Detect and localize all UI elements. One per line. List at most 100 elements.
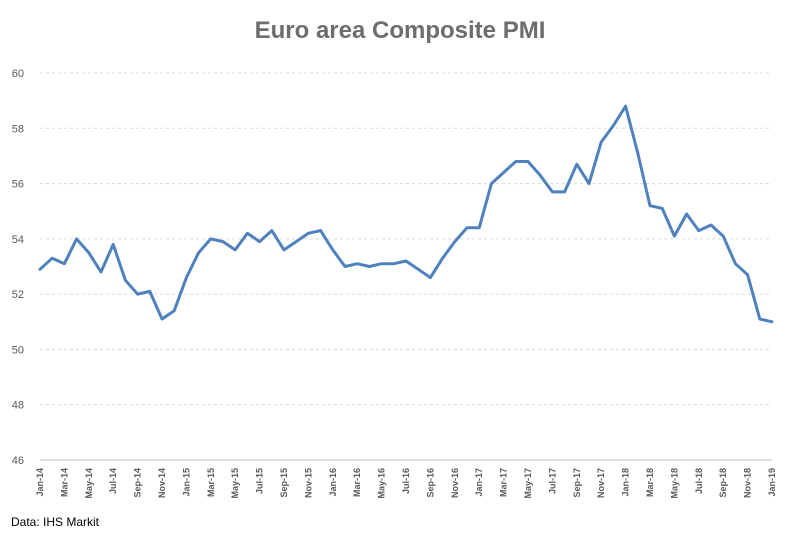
data-point xyxy=(246,232,248,234)
gridlines xyxy=(40,72,772,406)
data-point xyxy=(332,249,334,251)
x-tick-label: May-16 xyxy=(377,468,387,499)
data-point xyxy=(612,125,614,126)
x-tick-label: Nov-16 xyxy=(450,468,460,498)
data-point xyxy=(185,277,187,279)
chart-title: Euro area Composite PMI xyxy=(255,17,546,44)
x-tick-label: Sep-16 xyxy=(425,468,435,498)
y-tick-label: 56 xyxy=(12,179,24,191)
data-point xyxy=(198,252,200,254)
data-point xyxy=(63,263,65,265)
x-tick-label: Sep-17 xyxy=(572,468,582,498)
data-point xyxy=(454,241,456,243)
x-tick-label: Jul-17 xyxy=(547,468,557,494)
series-line xyxy=(38,104,774,324)
data-point xyxy=(515,161,517,162)
x-tick-label: Mar-17 xyxy=(499,468,509,497)
y-tick-label: 60 xyxy=(12,68,24,80)
data-point xyxy=(100,271,102,273)
data-point xyxy=(637,152,639,154)
data-point xyxy=(222,241,224,243)
data-point xyxy=(429,277,431,279)
data-point xyxy=(442,257,444,259)
x-tick-label: May-17 xyxy=(523,468,533,499)
data-point xyxy=(393,263,395,265)
data-point xyxy=(527,161,529,162)
x-tick-label: May-18 xyxy=(669,468,679,499)
data-point xyxy=(76,238,78,240)
x-tick-label: Mar-14 xyxy=(59,468,69,497)
x-tick-label: Jan-14 xyxy=(35,468,45,497)
x-tick-label: Mar-16 xyxy=(352,468,362,497)
data-point xyxy=(88,252,90,254)
data-point xyxy=(381,263,383,265)
data-point xyxy=(368,266,370,267)
data-point xyxy=(161,318,163,320)
x-axis-ticks: Jan-14 Mar-14 May-14 Jul-14 Sep-14 Nov-14 Jan-… xyxy=(35,468,777,499)
y-tick-label: 48 xyxy=(12,400,24,412)
data-point xyxy=(307,232,309,234)
data-point xyxy=(295,241,297,243)
x-tick-label: Jan-15 xyxy=(181,468,191,497)
data-point xyxy=(649,205,651,207)
y-tick-label: 46 xyxy=(12,455,24,467)
series-group xyxy=(38,104,774,324)
x-tick-label: Jul-18 xyxy=(694,468,704,494)
y-tick-label: 50 xyxy=(12,344,24,356)
data-point xyxy=(564,191,566,193)
data-point xyxy=(625,105,627,107)
x-tick-label: May-15 xyxy=(230,468,240,499)
data-point xyxy=(210,238,212,240)
data-point xyxy=(710,224,712,226)
data-point xyxy=(283,249,285,251)
x-tick-label: Jul-16 xyxy=(401,468,411,494)
data-point xyxy=(320,230,322,232)
data-point xyxy=(503,172,505,173)
data-point xyxy=(405,260,407,262)
data-point xyxy=(51,257,53,259)
x-tick-label: Jan-17 xyxy=(474,468,484,497)
data-point xyxy=(661,207,663,209)
y-tick-label: 54 xyxy=(12,234,24,246)
x-tick-label: Mar-15 xyxy=(206,468,216,497)
x-tick-label: Jul-15 xyxy=(255,468,265,494)
data-point xyxy=(112,243,114,245)
data-point xyxy=(466,227,468,229)
data-point xyxy=(39,268,41,270)
data-point xyxy=(551,191,553,193)
x-tick-label: Mar-18 xyxy=(645,468,655,497)
data-point xyxy=(698,230,700,232)
x-tick-label: Jan-18 xyxy=(621,468,631,497)
x-tick-label: Nov-17 xyxy=(596,468,606,498)
x-tick-label: Sep-15 xyxy=(279,468,289,498)
data-point xyxy=(747,274,749,276)
data-point xyxy=(588,183,590,185)
data-point xyxy=(137,293,139,295)
x-tick-label: Nov-14 xyxy=(157,468,167,498)
data-point xyxy=(734,263,736,265)
x-tick-label: Nov-18 xyxy=(743,468,753,498)
data-point xyxy=(759,318,761,320)
data-point xyxy=(234,249,236,251)
x-tick-label: Jul-14 xyxy=(108,468,118,494)
x-tick-label: Sep-18 xyxy=(718,468,728,498)
data-point xyxy=(356,263,358,265)
x-tick-label: Jan-19 xyxy=(767,468,777,497)
data-point xyxy=(673,235,675,237)
data-point xyxy=(271,230,273,232)
data-point xyxy=(173,310,175,312)
y-axis-ticks: 46 48 50 52 54 56 58 60 xyxy=(12,68,24,467)
data-point xyxy=(417,268,419,270)
data-point xyxy=(686,213,688,215)
data-point xyxy=(124,279,126,281)
data-point xyxy=(576,163,578,165)
x-tick-label: Sep-14 xyxy=(133,468,143,498)
data-point xyxy=(344,266,346,267)
x-tick-label: Jan-16 xyxy=(328,468,338,497)
x-tick-label: Nov-15 xyxy=(303,468,313,498)
data-point xyxy=(722,235,724,237)
data-point xyxy=(771,321,773,323)
y-tick-label: 58 xyxy=(12,123,24,135)
y-tick-label: 52 xyxy=(12,289,24,301)
